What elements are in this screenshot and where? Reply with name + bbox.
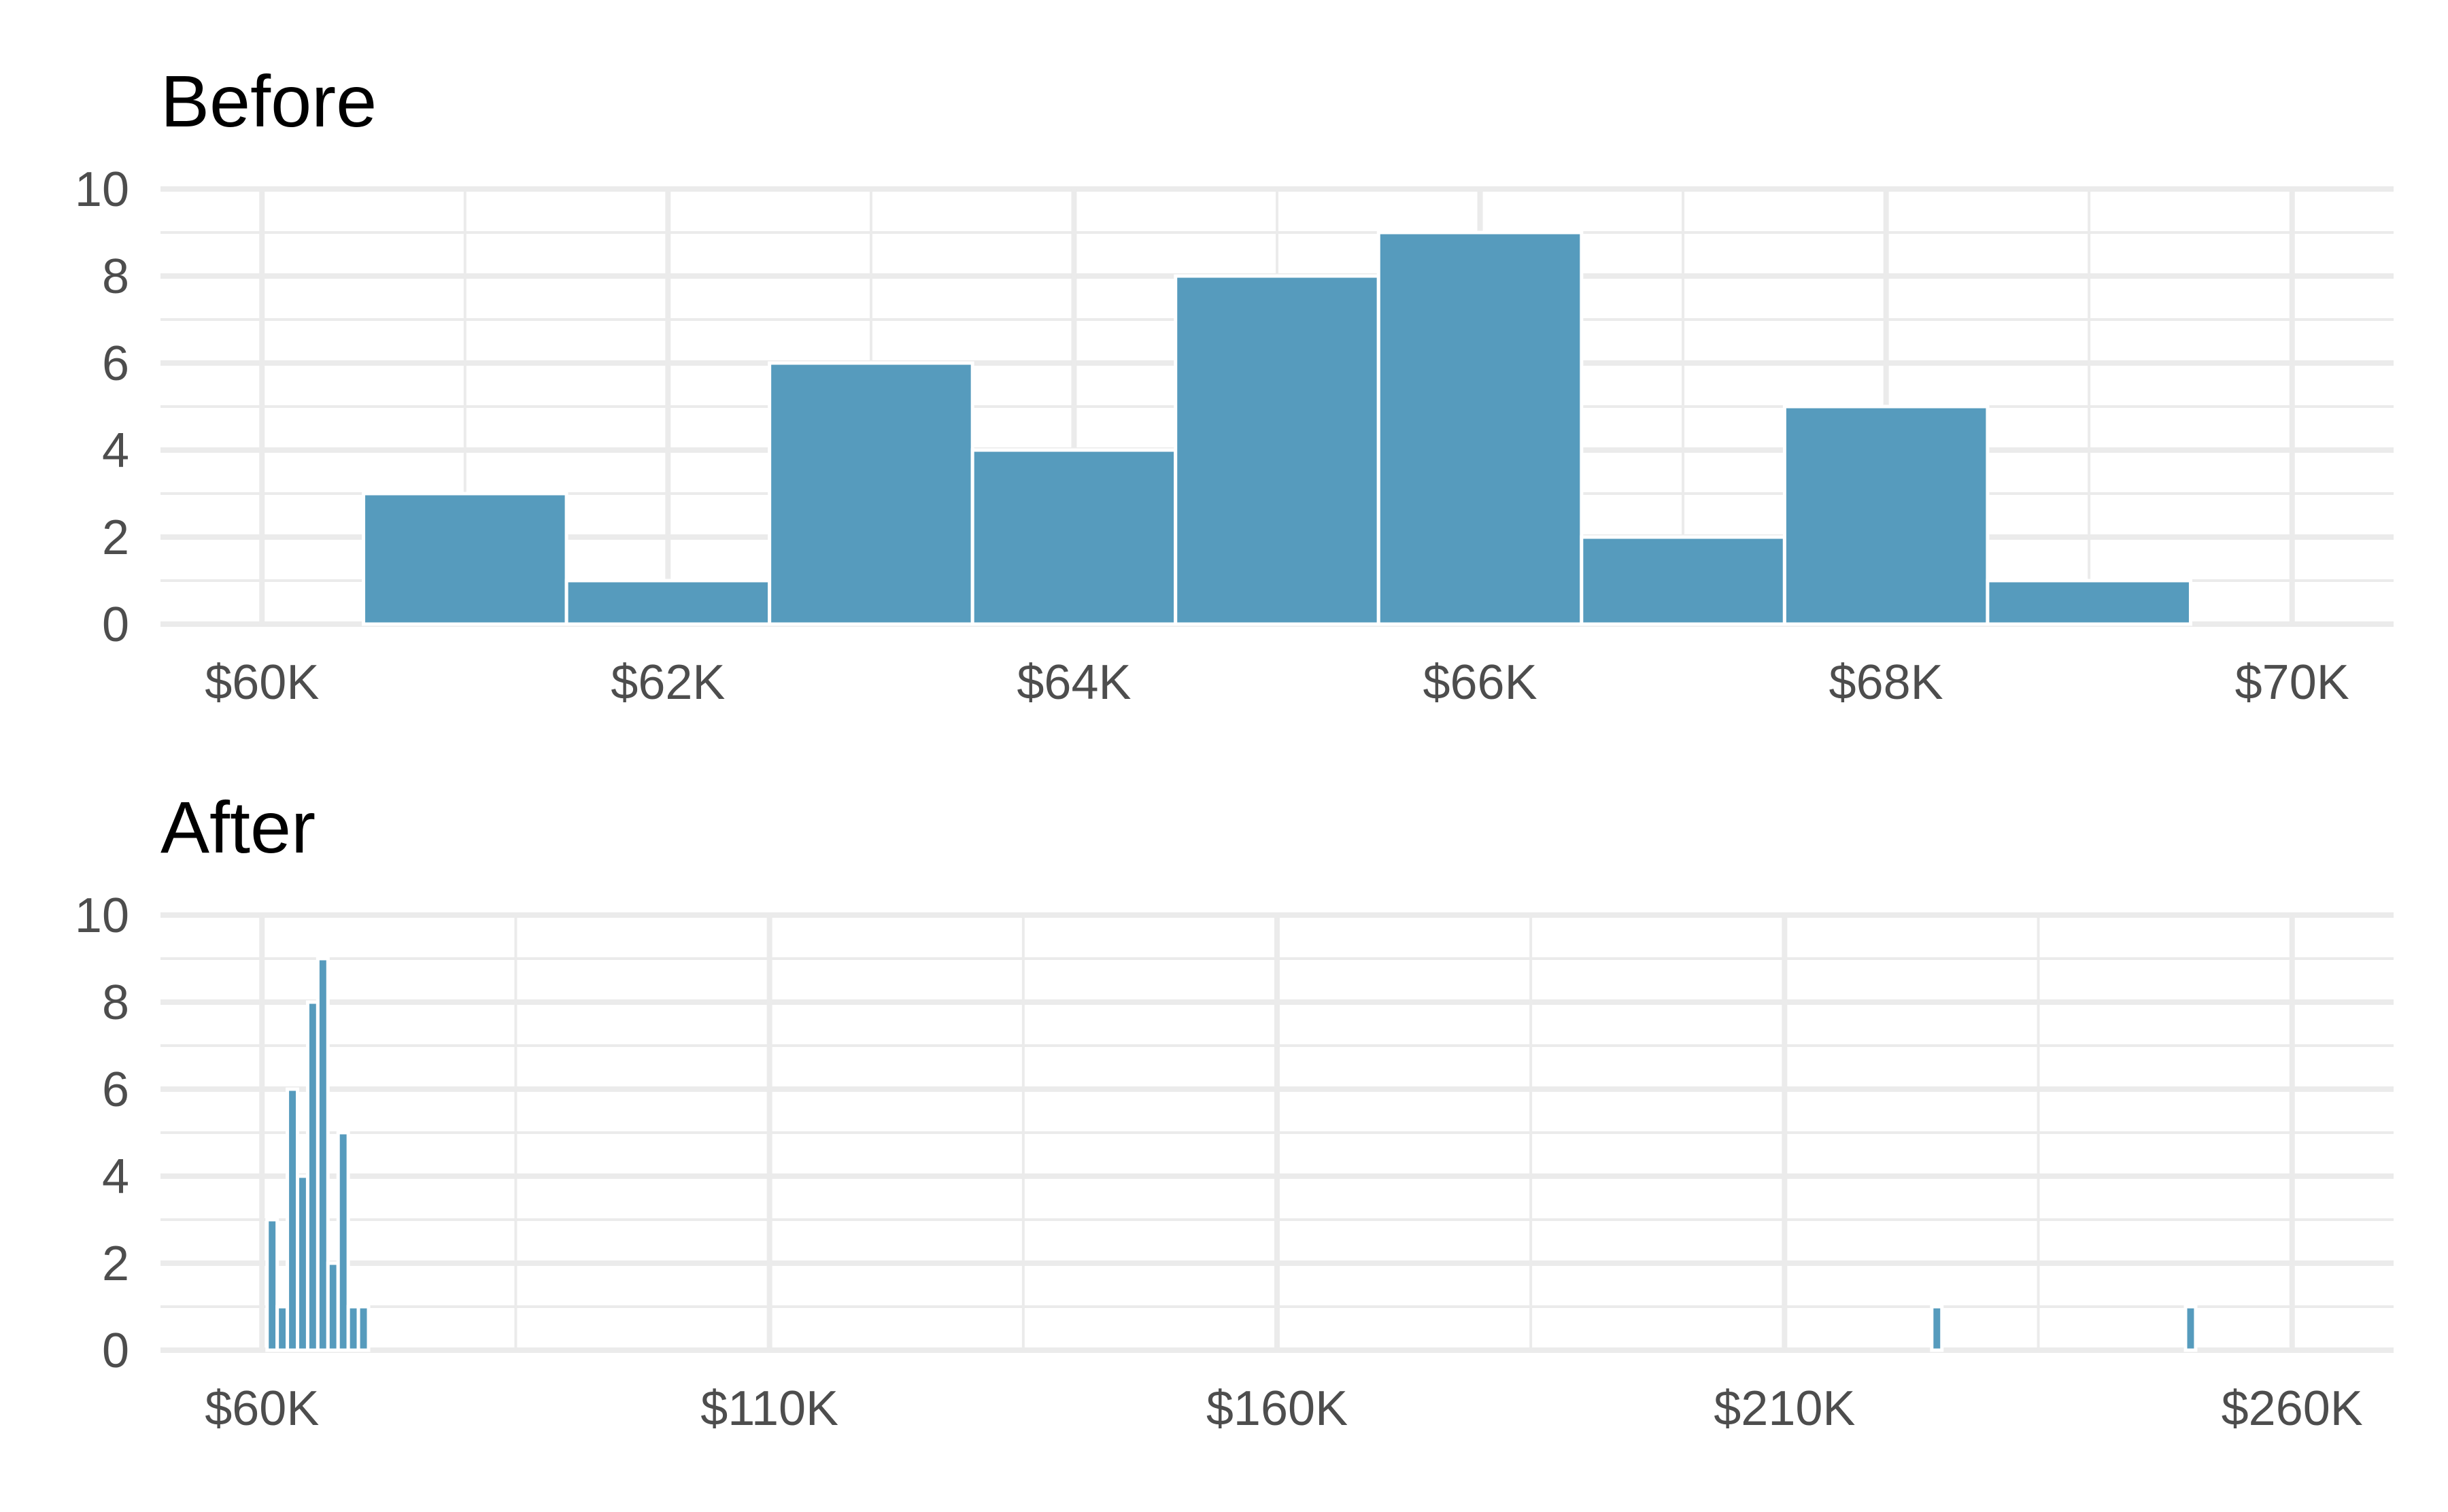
after-x-tick-label: $210K [1714,1381,1855,1436]
before-histogram-bar [970,448,1178,626]
after-panel: After 0 2 4 6 8 10 $60K $110K $160K $210K $260K [75,786,2394,1436]
before-histogram-bar [1782,405,1990,626]
before-x-tick-label: $64K [1017,655,1131,710]
before-histogram-bar [362,492,568,626]
after-histogram-bar [265,1218,279,1352]
after-x-tick-label: $260K [2222,1381,2363,1436]
before-y-tick-label: 4 [102,424,129,478]
before-y-tick-label: 10 [75,162,129,217]
before-y-tick-label: 8 [102,250,129,304]
after-x-tick-label: $160K [1206,1381,1348,1436]
before-y-tick-label: 2 [102,511,129,565]
before-x-tick-label: $70K [2235,655,2349,710]
before-histogram-bar [1174,274,1380,626]
after-histogram-bar [356,1305,371,1352]
before-panel: Before 0 2 4 6 8 10 $60K $62K $64K $66K $68K $70K [75,60,2394,710]
before-x-axis-ticks: $60K $62K $64K $66K $68K $70K [205,655,2349,710]
after-y-tick-label: 8 [102,976,129,1030]
after-x-tick-label: $60K [205,1381,319,1436]
after-x-tick-label: $110K [700,1381,838,1436]
before-y-axis-ticks: 0 2 4 6 8 10 [75,162,129,652]
after-y-tick-label: 6 [102,1063,129,1117]
before-title: Before [160,60,377,142]
before-histogram-bar [1376,230,1584,626]
before-histogram-bar [768,361,974,626]
after-gridlines [160,912,2394,1353]
before-x-tick-label: $62K [611,655,725,710]
before-x-tick-label: $68K [1829,655,1943,710]
before-y-tick-label: 6 [102,337,129,391]
after-y-tick-label: 4 [102,1150,129,1204]
after-y-axis-ticks: 0 2 4 6 8 10 [75,889,129,1378]
after-title: After [160,786,316,868]
before-histogram-bar [564,579,772,626]
after-histogram-bar [316,957,330,1352]
after-y-tick-label: 0 [102,1324,129,1378]
after-y-tick-label: 2 [102,1237,129,1291]
before-bars [362,230,2192,626]
before-y-tick-label: 0 [102,598,129,652]
before-histogram-bar [1580,535,1786,626]
after-y-tick-label: 10 [75,889,129,943]
before-x-tick-label: $60K [205,655,319,710]
after-histogram-bar [2183,1305,2198,1352]
before-x-tick-label: $66K [1423,655,1537,710]
after-x-axis-ticks: $60K $110K $160K $210K $260K [205,1381,2363,1436]
after-bars [265,957,2198,1352]
before-histogram-bar [1986,579,2192,626]
after-histogram-bar [1930,1305,1944,1352]
after-histogram-bar [336,1131,350,1352]
